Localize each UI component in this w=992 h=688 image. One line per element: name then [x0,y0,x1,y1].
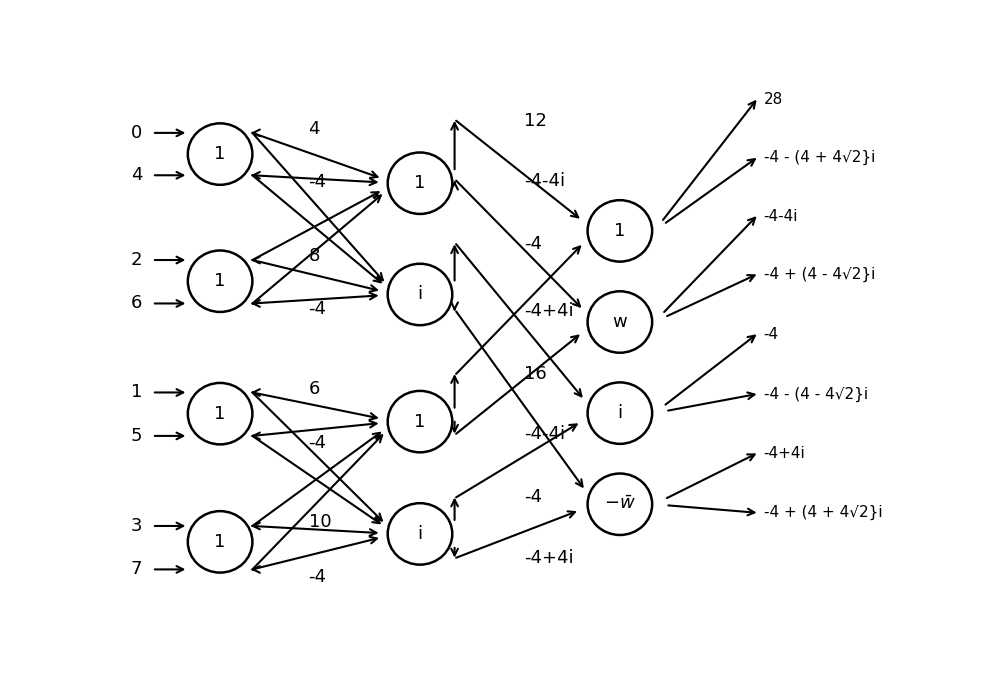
Text: 2: 2 [131,251,143,269]
Ellipse shape [388,503,452,565]
Ellipse shape [388,264,452,325]
Ellipse shape [187,123,252,185]
Text: 1: 1 [214,405,226,422]
Text: 1: 1 [131,383,143,402]
Text: 3: 3 [131,517,143,535]
Ellipse shape [187,383,252,444]
Text: 8: 8 [309,247,319,266]
Text: -4 - (4 + 4√2}i: -4 - (4 + 4√2}i [764,150,875,165]
Text: 5: 5 [131,427,143,445]
Text: 1: 1 [214,272,226,290]
Text: 4: 4 [309,120,320,138]
Ellipse shape [587,473,652,535]
Text: -4 + (4 + 4√2}i: -4 + (4 + 4√2}i [764,505,882,520]
Text: 6: 6 [309,380,319,398]
Text: -4: -4 [524,235,542,253]
Text: $-\bar{w}$: $-\bar{w}$ [604,495,636,513]
Text: 0: 0 [131,124,143,142]
Ellipse shape [187,511,252,572]
Text: -4 + (4 - 4√2}i: -4 + (4 - 4√2}i [764,267,875,282]
Text: -4+4i: -4+4i [524,303,573,321]
Ellipse shape [587,383,652,444]
Text: -4: -4 [309,300,326,319]
Text: 1: 1 [415,413,426,431]
Text: i: i [418,286,423,303]
Text: -4: -4 [309,434,326,452]
Text: 1: 1 [214,145,226,163]
Text: 28: 28 [764,92,783,107]
Text: -4-4i: -4-4i [764,208,799,224]
Text: 7: 7 [131,561,143,579]
Text: -4-4i: -4-4i [524,171,564,190]
Text: 1: 1 [415,174,426,192]
Ellipse shape [587,200,652,261]
Text: -4+4i: -4+4i [764,446,806,461]
Text: 6: 6 [131,294,143,312]
Text: i: i [617,404,622,422]
Text: 12: 12 [524,111,547,130]
Text: -4: -4 [764,327,779,342]
Text: -4 - (4 - 4√2}i: -4 - (4 - 4√2}i [764,387,868,402]
Text: w: w [612,313,627,331]
Text: -4: -4 [309,173,326,191]
Text: 10: 10 [309,513,331,531]
Text: 4: 4 [131,166,143,184]
Text: i: i [418,525,423,543]
Text: 1: 1 [614,222,626,240]
Text: 1: 1 [214,533,226,551]
Text: -4+4i: -4+4i [524,549,573,567]
Text: -4: -4 [524,488,542,506]
Text: -4-4i: -4-4i [524,424,564,443]
Ellipse shape [587,291,652,353]
Text: -4: -4 [309,568,326,585]
Ellipse shape [388,153,452,214]
Ellipse shape [187,250,252,312]
Text: 16: 16 [524,365,547,383]
Ellipse shape [388,391,452,452]
